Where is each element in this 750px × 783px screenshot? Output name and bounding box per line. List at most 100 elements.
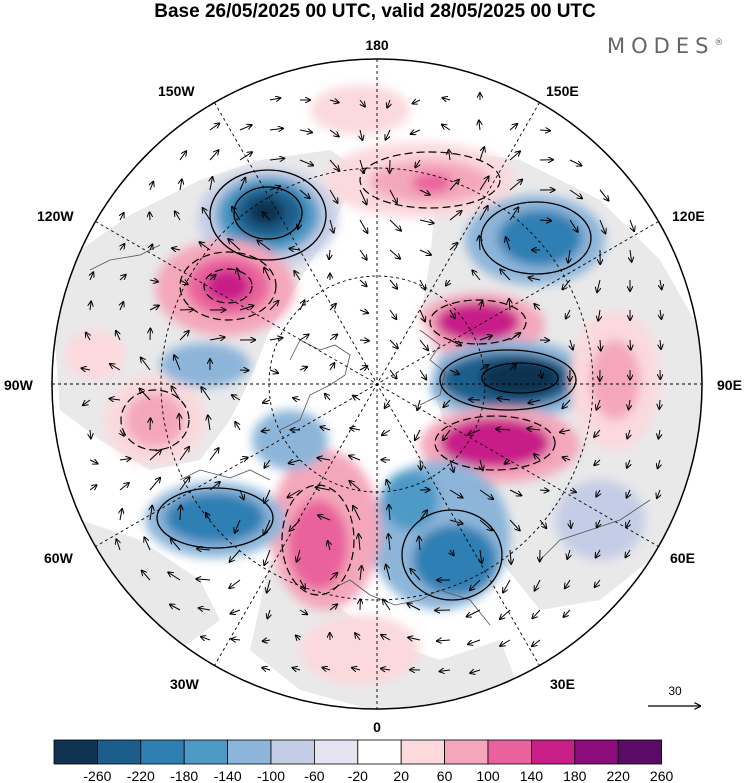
wind-vector-arrow [450,459,454,472]
wind-vector-arrow [239,306,254,311]
wind-vector-arrow [264,489,271,503]
colorbar-tick-label: -60 [304,768,324,783]
wind-vector-arrow [350,428,361,430]
wind-vector-arrow [209,275,216,280]
wind-vector-arrow [382,429,391,435]
wind-vector-arrow [150,245,152,251]
colorbar-tick-label: 140 [520,768,544,783]
wind-vector-arrow [360,129,362,140]
wind-vector-arrow [595,579,601,587]
wind-vector-arrow [293,668,301,670]
wind-vector-arrow [172,248,181,250]
wind-vector-arrow [479,336,492,341]
wind-vector-arrow [206,513,210,521]
colorbar-tick-label: 20 [393,768,409,783]
wind-vector-arrow [560,430,571,432]
wind-vector-arrow [417,399,420,410]
wind-vector-arrow [419,220,434,223]
wind-vector-arrow [293,398,301,400]
wind-vector-arrow [467,609,481,617]
wind-vector-arrow [420,459,421,470]
wind-vector-arrow [410,569,421,581]
wind-vector-arrow [290,519,301,531]
wind-vector-arrow [288,489,301,498]
wind-vector-arrow [509,180,522,191]
wind-vector-arrow [660,339,661,349]
wind-vector-arrow [449,370,459,374]
wind-vector-arrow [389,505,390,521]
wind-vector-arrow [199,608,211,610]
wind-vector-arrow [269,186,280,190]
wind-vector-arrow [496,429,511,430]
registered-mark: ® [714,38,724,48]
lon-label-60w: 60W [44,550,74,566]
wind-vector-arrow [568,249,570,263]
wind-vector-arrow [532,609,541,618]
wind-vector-arrow [144,537,151,551]
wind-vector-arrow [660,309,661,319]
wind-vector-arrow [239,178,245,191]
wind-vector-arrow [442,125,451,131]
wind-vector-arrow [90,429,91,438]
wind-vector-arrow [449,150,450,161]
wind-vector-arrow [479,236,480,251]
wind-vector-arrow [408,637,421,640]
wind-vector-arrow [329,189,338,203]
wind-vector-arrow [329,604,337,611]
colorbar-swatch [270,739,315,765]
wind-vector-arrow [562,279,571,289]
wind-vector-arrow [443,429,451,440]
wind-vector-arrow [625,549,630,557]
wind-vector-arrow [449,489,463,498]
wind-vector-arrow [419,369,426,380]
contours-negative [156,169,592,601]
wind-vector-arrow [509,489,521,496]
wind-vector-arrow [449,520,463,524]
wind-vector-arrow [299,130,312,132]
wind-vector-arrow [389,189,397,203]
wind-vector-arrow [569,219,578,232]
wind-vector-arrow [83,399,91,405]
anomaly-blob [65,330,125,380]
wind-vector-arrow [535,579,541,591]
wind-vector-arrow [264,549,271,565]
wind-vector-arrow [419,279,425,290]
wind-vector-arrow [539,490,549,491]
colorbar-swatch [574,739,619,765]
wind-vector-arrow [323,668,331,671]
wind-vector-arrow [174,355,181,371]
wind-vector-arrow [387,480,391,491]
wind-vector-arrow [230,549,241,562]
wind-vector-arrow [318,458,331,460]
wind-vector-arrow [359,249,367,260]
wind-vector-arrow [239,152,252,161]
wind-vector-arrow [479,147,484,161]
wind-vector-arrow [509,333,520,341]
colorbar-swatch [227,739,272,765]
wind-vector-arrow [209,150,219,161]
wind-vector-arrow [269,158,284,160]
wind-vector-arrow [569,189,582,198]
wind-vector-arrow [120,244,125,251]
wind-vector-arrow [355,633,360,641]
wind-vector-arrow [232,395,241,401]
lon-label-120w: 120W [37,208,74,224]
wind-vector-arrow [320,427,331,430]
colorbar-swatch [400,739,446,765]
wind-vector-arrow [179,414,180,431]
lon-label-0: 0 [373,719,381,735]
wind-vector-arrow [569,490,576,492]
colorbar-tick-label: -100 [257,768,285,783]
wind-vector-arrow [318,515,331,521]
wind-vector-arrow [360,99,365,107]
anomaly-blob [165,493,265,543]
globe-border [51,58,703,710]
wind-vector-arrow [120,429,124,436]
wind-vector-arrow [386,565,391,581]
wind-vector-arrow [415,429,421,440]
wind-vector-arrow [359,310,368,313]
wind-vector-arrow [539,220,551,221]
wind-vector-arrow [90,272,93,281]
wind-vector-arrow [468,639,481,644]
wind-vector-arrow [203,208,211,221]
